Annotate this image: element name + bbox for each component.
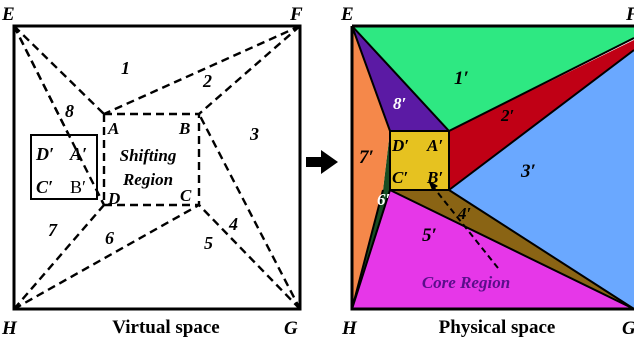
physical-core-a: A′: [426, 136, 443, 155]
physical-region-label-6: 6′: [377, 190, 390, 209]
virtual-region-8: 8: [65, 101, 74, 121]
physical-core-d: D′: [391, 136, 409, 155]
virtual-inner-c: C: [180, 186, 192, 205]
physical-region-3: [449, 50, 634, 309]
virtual-inner-a: A: [107, 119, 119, 138]
physical-divider-lines: [351, 25, 634, 310]
virtual-outer-square: [12, 24, 302, 311]
physical-region-label-5: 5′: [422, 225, 437, 246]
virtual-inner-b: B: [178, 119, 190, 138]
physical-region-2: [449, 40, 634, 190]
physical-core-outline: [389, 130, 450, 191]
virtual-shifting-label-line1: Shifting: [120, 146, 177, 165]
virtual-region-4: 4: [228, 214, 238, 234]
physical-region-label-1: 1′: [454, 68, 469, 89]
virtual-box-d: D′: [35, 144, 54, 164]
virtual-region-5: 5: [204, 233, 213, 253]
physical-corner-e: E: [340, 4, 354, 25]
physical-corner-g: G: [622, 318, 634, 339]
virtual-region-3: 3: [249, 124, 259, 144]
physical-region-label-7: 7′: [359, 147, 374, 168]
virtual-inner-d: D: [107, 189, 120, 208]
right-arrow-icon: [306, 150, 338, 174]
physical-corner-h: H: [341, 318, 358, 339]
physical-caption: Physical space: [439, 317, 556, 338]
physical-region-label-3: 3′: [520, 161, 536, 182]
physical-left-bottom-edge: [350, 26, 634, 311]
virtual-box-b: B′: [70, 177, 86, 197]
virtual-region-1: 1: [121, 58, 130, 78]
virtual-caption: Virtual space: [112, 317, 219, 338]
physical-core-c: C′: [392, 168, 408, 187]
virtual-dashed-overlay: [12, 25, 106, 206]
physical-region-7: [352, 26, 390, 309]
physical-corner-f: F: [625, 4, 634, 25]
core-region-label: Core Region: [422, 273, 510, 292]
virtual-box-c: C′: [36, 177, 53, 197]
virtual-shifting-label-line2: Region: [122, 170, 173, 189]
physical-region-label-2: 2′: [500, 106, 514, 125]
virtual-region-7: 7: [48, 220, 58, 240]
physical-core-region: [390, 131, 449, 190]
virtual-corner-h: H: [1, 318, 18, 339]
virtual-corner-f: F: [289, 4, 303, 25]
virtual-region-2: 2: [202, 71, 212, 91]
physical-region-label-4: 4′: [457, 204, 471, 223]
physical-space-panel: E F H G D′ A′ C′ B′ 1′ 2′ 3′ 4′ 5′ 6′ 7′…: [340, 4, 634, 339]
physical-region-5: [352, 190, 634, 309]
virtual-corner-g: G: [284, 318, 298, 339]
virtual-region-6: 6: [105, 228, 114, 248]
core-callout-arrowhead: [428, 180, 438, 190]
virtual-space-panel: E F H G A B C D Shifting Region D′ A′ C′…: [1, 4, 303, 339]
physical-region-label-8: 8′: [393, 94, 406, 113]
core-callout-line: [429, 182, 499, 269]
virtual-box-a: A′: [69, 144, 87, 164]
virtual-corner-e: E: [1, 4, 15, 25]
physical-region-1: [352, 26, 634, 131]
